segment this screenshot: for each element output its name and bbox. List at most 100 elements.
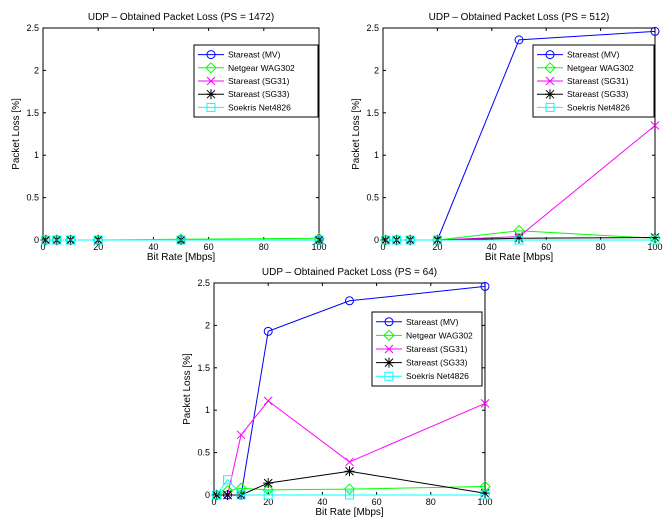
data-point (344, 466, 355, 477)
y-tick-label: 2.5 (26, 23, 39, 33)
y-tick-label: 1.5 (366, 108, 379, 118)
legend-marker (545, 89, 555, 100)
y-tick-label: 1.5 (26, 108, 39, 118)
y-tick-label: 1 (374, 150, 379, 160)
data-point (52, 235, 62, 245)
data-point (649, 232, 661, 245)
y-tick-label: 1 (34, 150, 39, 160)
data-point (345, 296, 354, 306)
data-point (514, 233, 524, 244)
x-tick-label: 80 (259, 242, 269, 252)
y-axis-label: Packet Loss [%] (11, 98, 22, 170)
data-point (222, 490, 233, 500)
data-point (263, 490, 273, 500)
legend-marker (206, 89, 216, 100)
data-point (480, 488, 490, 499)
data-point (212, 490, 222, 500)
data-point (650, 232, 660, 243)
legend-marker (384, 317, 394, 327)
y-tick-label: 0.5 (26, 193, 39, 203)
legend-marker (384, 357, 394, 368)
data-point (93, 235, 103, 245)
x-tick-label: 60 (541, 242, 551, 252)
legend-label: Stareast (SG33) (567, 89, 629, 99)
y-axis-label: Packet Loss [%] (182, 353, 193, 425)
data-point (40, 235, 51, 245)
data-point (480, 281, 490, 291)
legend-label: Stareast (MV) (228, 50, 281, 60)
legend-label: Stareast (SG33) (406, 358, 468, 368)
legend-marker (206, 50, 216, 60)
x-tick-label: 40 (317, 497, 327, 507)
legend-label: Stareast (SG31) (406, 344, 468, 354)
chart-title: UDP – Obtained Packet Loss (PS = 64) (262, 267, 437, 278)
legend-marker (545, 102, 555, 112)
y-tick-label: 0 (374, 235, 379, 245)
chart-panel-2: 0 20 40 60 80 100 0 0.5 1 1.5 2 2.5 UDP – Obtained P… (351, 12, 663, 263)
data-point (432, 235, 442, 245)
data-point (514, 235, 524, 245)
data-point (314, 235, 324, 245)
y-tick-label: 1.5 (197, 363, 210, 373)
y-tick-label: 2 (205, 320, 210, 330)
data-point (223, 475, 233, 485)
x-axis-label: Bit Rate [Mbps] (485, 252, 554, 263)
chart-title: UDP – Obtained Packet Loss (PS = 1472) (88, 12, 274, 23)
data-point (514, 35, 524, 45)
x-tick-label: 100 (477, 497, 492, 507)
y-tick-label: 0.5 (366, 193, 379, 203)
data-point (236, 430, 246, 440)
legend-label: Soekris Net4826 (567, 102, 630, 112)
chart-panel-3: 0 20 40 60 80 100 0 0.5 1 1.5 2 2.5 UDP – Obtained P… (182, 267, 493, 518)
y-tick-label: 2.5 (366, 23, 379, 33)
legend-label: Soekris Net4826 (228, 102, 291, 112)
legend-marker (544, 62, 556, 74)
series-5 (41, 235, 324, 245)
legend: Stareast (MV) Netgear WAG302 Stareast (SG3… (371, 311, 483, 387)
x-tick-label: 80 (426, 497, 436, 507)
data-point (343, 483, 356, 495)
data-point (345, 457, 354, 467)
legend-label: Stareast (SG31) (228, 76, 290, 86)
data-point (650, 235, 660, 245)
data-point (176, 235, 186, 245)
data-point (405, 235, 415, 245)
data-point (345, 490, 354, 500)
x-tick-label: 40 (487, 242, 497, 252)
x-axis-label: Bit Rate [Mbps] (315, 507, 384, 518)
data-point (263, 396, 273, 406)
y-axis-label: Packet Loss [%] (351, 98, 362, 170)
y-tick-label: 0.5 (197, 448, 210, 458)
data-point (263, 478, 274, 489)
x-tick-label: 60 (204, 242, 214, 252)
x-tick-label: 20 (93, 242, 103, 252)
legend: Stareast (MV) Netgear WAG302 Stareast (SG3… (532, 44, 655, 118)
data-point (41, 235, 51, 245)
data-point (263, 326, 273, 336)
data-point (480, 490, 490, 500)
y-tick-label: 1 (205, 405, 210, 415)
legend-marker (545, 76, 555, 86)
data-point (650, 26, 660, 36)
data-point (480, 399, 490, 408)
data-point (381, 235, 391, 245)
legend-label: Netgear WAG302 (406, 330, 473, 340)
data-point (650, 121, 660, 130)
x-tick-label: 20 (263, 497, 273, 507)
y-tick-label: 0 (34, 235, 39, 245)
data-point (236, 490, 246, 500)
legend-label: Netgear WAG302 (228, 63, 295, 73)
data-point (392, 235, 402, 245)
legend-marker (206, 76, 216, 86)
x-axis-label: Bit Rate [Mbps] (147, 252, 216, 263)
legend-marker (206, 102, 216, 112)
x-tick-label: 20 (432, 242, 442, 252)
legend-label: Netgear WAG302 (567, 63, 634, 73)
x-tick-label: 0 (380, 242, 385, 252)
chart-panel-1: 0 20 40 60 80 100 0 0.5 1 1.5 2 2.5 UDP – Obtained P… (11, 12, 327, 263)
legend-marker (383, 329, 395, 342)
y-tick-label: 2 (374, 65, 379, 75)
data-point (66, 235, 76, 245)
legend-marker (384, 344, 394, 354)
